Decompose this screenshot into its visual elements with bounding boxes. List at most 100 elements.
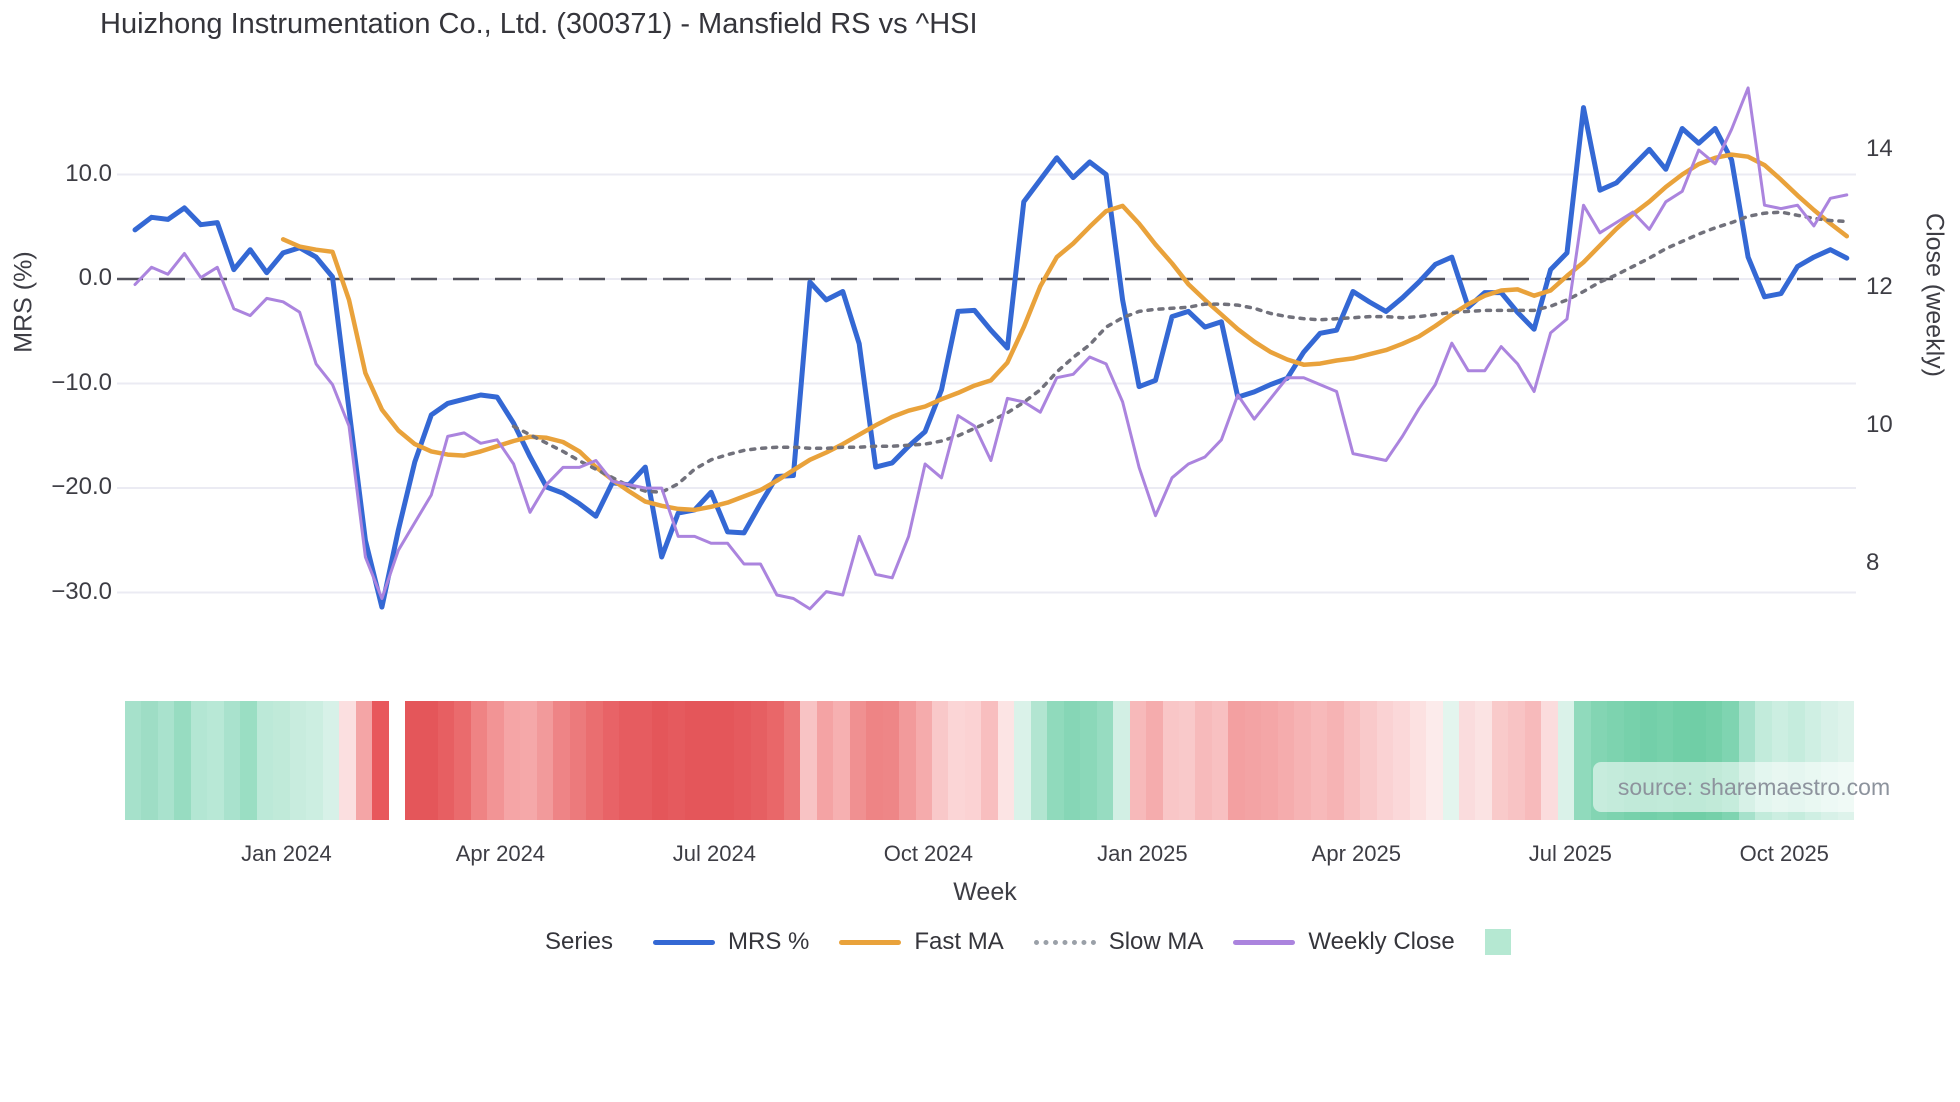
sentiment-heatmap-strip bbox=[125, 701, 1855, 820]
heatmap-cell bbox=[125, 701, 142, 820]
legend-swatch-dotted-icon bbox=[1033, 939, 1096, 945]
x-axis-tick-label: Oct 2025 bbox=[1739, 841, 1829, 866]
series-line-slow-ma bbox=[511, 210, 1849, 494]
heatmap-cell bbox=[256, 701, 274, 820]
legend-swatch-line-icon bbox=[839, 939, 902, 945]
series-line-fast-ma bbox=[280, 152, 1850, 513]
legend-item-heatmap[interactable] bbox=[1484, 929, 1511, 955]
heatmap-cell bbox=[157, 701, 175, 820]
chart-legend: Series MRS % Fast MA Slow MA Weekly Close bbox=[545, 928, 1511, 956]
heatmap-cell bbox=[981, 701, 998, 820]
legend-swatch-line-icon bbox=[1233, 939, 1296, 945]
heatmap-cell bbox=[899, 701, 916, 820]
heatmap-cell bbox=[454, 701, 471, 820]
heatmap-cell bbox=[1360, 701, 1377, 820]
heatmap-cell bbox=[1080, 701, 1097, 820]
legend-item-fast-ma[interactable]: Fast MA bbox=[839, 928, 1004, 956]
heatmap-cell bbox=[1491, 701, 1509, 820]
legend-item-mrs-[interactable]: MRS % bbox=[653, 928, 809, 956]
heatmap-cell bbox=[783, 701, 801, 820]
heatmap-cell bbox=[240, 701, 257, 820]
heatmap-cell bbox=[931, 701, 949, 820]
legend-item-label: Fast MA bbox=[914, 928, 1004, 955]
heatmap-cell bbox=[849, 701, 867, 820]
heatmap-cell bbox=[372, 701, 389, 820]
heatmap-cell bbox=[470, 701, 488, 820]
heatmap-cell bbox=[1244, 701, 1262, 820]
x-axis-tick-label: Oct 2024 bbox=[883, 841, 973, 866]
heatmap-cell bbox=[652, 701, 669, 820]
heatmap-cell bbox=[1524, 701, 1542, 820]
heatmap-cell bbox=[800, 701, 817, 820]
heatmap-cell bbox=[1129, 701, 1147, 820]
heatmap-cell bbox=[1310, 701, 1328, 820]
heatmap-cell bbox=[964, 701, 982, 820]
right-axis-tick-label: 10 bbox=[1866, 411, 1893, 438]
heatmap-cell bbox=[1393, 701, 1410, 820]
x-axis-tick-label: Jan 2024 bbox=[241, 841, 332, 866]
left-axis-tick-label: −20.0 bbox=[51, 473, 112, 500]
heatmap-cell bbox=[223, 701, 241, 820]
heatmap-cell bbox=[306, 701, 323, 820]
heatmap-cell bbox=[997, 701, 1015, 820]
series-line-weekly-close bbox=[133, 86, 1849, 611]
heatmap-cell bbox=[1162, 701, 1179, 820]
heatmap-cell bbox=[569, 701, 587, 820]
heatmap-cell bbox=[339, 701, 356, 820]
right-axis-title: Close (weekly) bbox=[1920, 213, 1949, 377]
heatmap-cell bbox=[866, 701, 883, 820]
legend-swatch-line-icon bbox=[653, 939, 716, 945]
heatmap-cell bbox=[1541, 701, 1558, 820]
heatmap-cell bbox=[750, 701, 768, 820]
legend-item-weekly-close[interactable]: Weekly Close bbox=[1233, 928, 1455, 956]
heatmap-cell bbox=[536, 701, 554, 820]
heatmap-cell bbox=[701, 701, 718, 820]
heatmap-cell bbox=[190, 701, 208, 820]
heatmap-cell bbox=[717, 701, 735, 820]
right-axis-tick-label: 8 bbox=[1866, 549, 1880, 576]
heatmap-cell bbox=[1294, 701, 1311, 820]
heatmap-cell bbox=[1442, 701, 1459, 820]
heatmap-cell bbox=[1113, 701, 1130, 820]
heatmap-cell bbox=[503, 701, 521, 820]
legend-swatch-square-icon bbox=[1484, 929, 1511, 955]
heatmap-cell bbox=[1557, 701, 1575, 820]
heatmap-cell bbox=[1376, 701, 1394, 820]
heatmap-cell bbox=[322, 701, 340, 820]
legend-item-label: MRS % bbox=[728, 928, 810, 955]
heatmap-cell bbox=[388, 701, 405, 820]
legend-heading: Series bbox=[545, 928, 614, 955]
x-axis-tick-label: Apr 2024 bbox=[455, 841, 546, 866]
x-axis-title: Week bbox=[953, 878, 1017, 906]
heatmap-cell bbox=[207, 701, 224, 820]
heatmap-cell bbox=[1211, 701, 1229, 820]
x-axis-tick-label: Jan 2025 bbox=[1097, 841, 1188, 866]
heatmap-cell bbox=[915, 701, 932, 820]
legend-item-label: Weekly Close bbox=[1308, 928, 1455, 955]
x-axis-tick-label: Jul 2024 bbox=[672, 841, 756, 866]
right-axis-tick-label: 14 bbox=[1866, 135, 1893, 162]
chart-title: Huizhong Instrumentation Co., Ltd. (3003… bbox=[100, 8, 978, 40]
legend-item-slow-ma[interactable]: Slow MA bbox=[1033, 928, 1203, 956]
heatmap-cell bbox=[833, 701, 850, 820]
heatmap-cell bbox=[1508, 701, 1525, 820]
heatmap-cell bbox=[289, 701, 307, 820]
heatmap-cell bbox=[1327, 701, 1344, 820]
heatmap-cell bbox=[1261, 701, 1278, 820]
heatmap-cell bbox=[734, 701, 751, 820]
heatmap-cell bbox=[816, 701, 834, 820]
left-axis-tick-label: −30.0 bbox=[51, 577, 112, 605]
left-axis-tick-label: −10.0 bbox=[51, 368, 112, 396]
heatmap-cell bbox=[1096, 701, 1114, 820]
heatmap-cell bbox=[421, 701, 438, 820]
x-axis-tick-label: Jul 2025 bbox=[1528, 841, 1612, 866]
heatmap-cell bbox=[1047, 701, 1064, 820]
heatmap-cell bbox=[1014, 701, 1031, 820]
heatmap-cell bbox=[1179, 701, 1196, 820]
heatmap-cell bbox=[586, 701, 603, 820]
heatmap-cell bbox=[767, 701, 784, 820]
right-axis-tick-label: 12 bbox=[1866, 273, 1893, 300]
heatmap-cell bbox=[487, 701, 504, 820]
x-axis-tick-label: Apr 2025 bbox=[1311, 841, 1401, 866]
heatmap-cell bbox=[1458, 701, 1476, 820]
